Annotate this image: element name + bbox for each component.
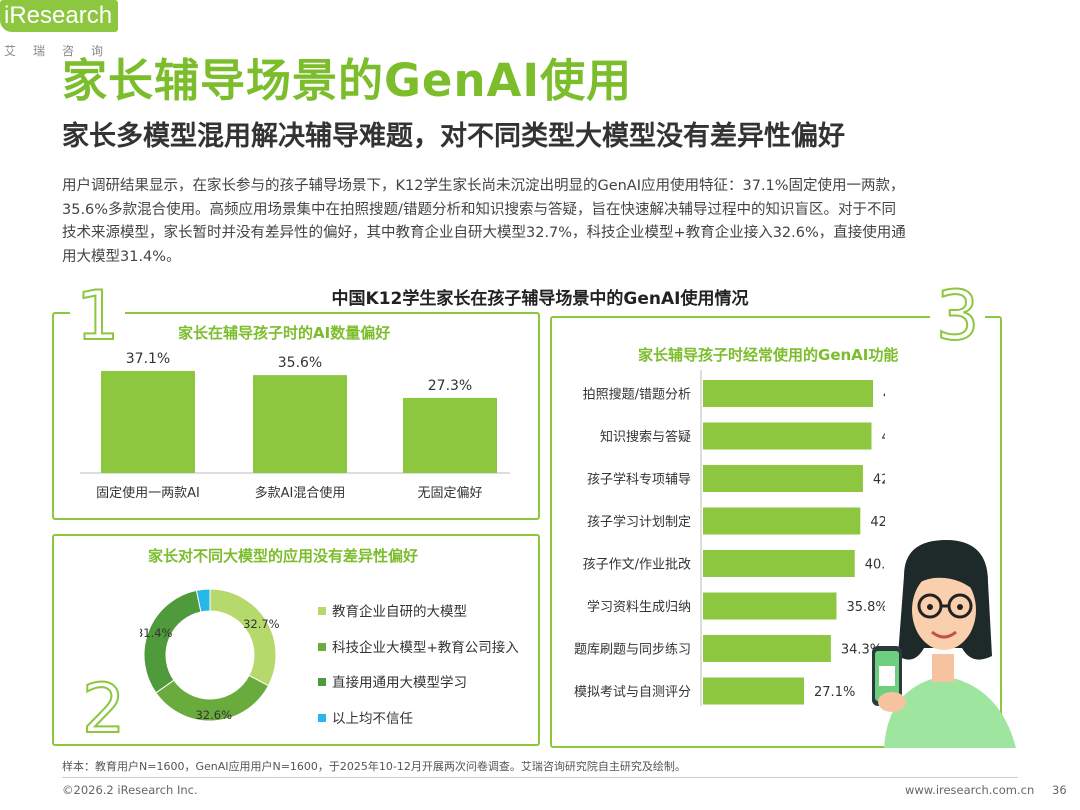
legend-swatch [318, 607, 326, 615]
legend-item: 教育企业自研的大模型 [318, 600, 467, 620]
category-label: 无固定偏好 [417, 486, 482, 501]
model-preference-donut: 32.7% 32.6% 31.4% [140, 588, 280, 722]
copyright: ©2026.2 iResearch Inc. [62, 783, 198, 797]
legend-item: 以上均不信任 [318, 707, 413, 727]
bar [253, 375, 347, 473]
footer-divider [62, 777, 1018, 778]
legend-label: 以上均不信任 [332, 711, 413, 727]
chart-main-title: 中国K12学生家长在孩子辅导场景中的GenAI使用情况 [331, 289, 749, 309]
panel-number-2: 2 [76, 675, 132, 745]
bar [703, 677, 805, 705]
data-label: 37.1% [126, 351, 170, 367]
data-label: 35.6% [278, 355, 322, 371]
panel-model-preference [52, 534, 540, 746]
category-label: 知识搜索与答疑 [600, 429, 691, 445]
data-label: 45.2% [882, 430, 885, 445]
category-label: 孩子学习计划制定 [587, 514, 691, 530]
data-label: 27.3% [428, 378, 472, 394]
legend-swatch [318, 643, 326, 651]
category-label: 孩子学科专项辅导 [587, 472, 691, 488]
data-label: 27.1% [814, 685, 855, 700]
category-label: 模拟考试与自测评分 [574, 685, 691, 700]
slice-label: 31.4% [140, 626, 173, 640]
category-label: 拍照搜题/错题分析 [583, 388, 691, 403]
category-label: 固定使用一两款AI [96, 485, 200, 501]
footnote: 样本：教育用户N=1600，GenAI应用用户N=1600，于2025年10-1… [62, 760, 686, 773]
panel-number-3: 3 [930, 282, 986, 352]
category-label: 学习资料生成归纳 [587, 599, 691, 615]
panel-number-1: 1 [70, 282, 126, 352]
legend-item: 直接用通用大模型学习 [318, 671, 467, 691]
legend-label: 教育企业自研的大模型 [332, 604, 467, 620]
bar [703, 550, 855, 577]
bar [703, 507, 861, 535]
bar [703, 635, 831, 662]
data-label: 42.2% [870, 515, 885, 530]
donut-slice [143, 589, 202, 694]
donut-slice [195, 588, 211, 613]
data-label: 42.9% [873, 473, 885, 488]
category-label: 多款AI混合使用 [255, 485, 346, 501]
panel2-title: 家长对不同大模型的应用没有差异性偏好 [148, 547, 419, 565]
page-subtitle: 家长多模型混用解决辅导难题，对不同类型大模型没有差异性偏好 [62, 121, 845, 152]
slice-label: 32.7% [243, 617, 280, 631]
website-link[interactable]: www.iresearch.com.cn [905, 783, 1035, 797]
iresearch-logo: iResearch 艾瑞咨询 [0, 0, 119, 62]
category-label: 题库刷题与同步练习 [574, 642, 691, 658]
slice-label: 32.6% [195, 708, 232, 722]
bar [703, 592, 837, 620]
page-title: 家长辅导场景的GenAI使用 [62, 54, 633, 107]
logo-word: iResearch [0, 0, 119, 32]
panel-ai-count [52, 312, 540, 520]
category-label: 孩子作文/作业批改 [583, 558, 691, 573]
page-number: 36 [1052, 783, 1067, 797]
intro-line: 用户调研结果显示，在家长参与的孩子辅导场景下，K12学生家长尚未沉淀出明显的Ge… [62, 178, 905, 194]
legend-item: 科技企业大模型+教育公司接入 [318, 636, 519, 656]
bar [101, 370, 195, 473]
data-label: 35.8% [846, 600, 885, 615]
bar [703, 465, 863, 492]
ai-count-bar-chart: 37.1% 固定使用一两款AI 35.6% 多款AI混合使用 27.3% 无固定偏好 [80, 351, 510, 501]
intro-line: 35.6%多款混合使用。高频应用场景集中在拍照搜题/错题分析和知识搜索与答疑，旨… [62, 201, 896, 218]
donut-slice [209, 588, 277, 687]
intro-line: 技术来源模型，家长暂时并没有差异性的偏好，其中教育企业自研大模型32.7%，科技… [62, 225, 906, 241]
panel-functions [550, 316, 1002, 748]
intro-line: 用大模型31.4%。 [62, 248, 181, 265]
intro-paragraph: 用户调研结果显示，在家长参与的孩子辅导场景下，K12学生家长尚未沉淀出明显的Ge… [62, 175, 1022, 269]
bar [403, 397, 497, 473]
bar [703, 422, 872, 450]
legend-label: 科技企业大模型+教育公司接入 [332, 640, 519, 656]
bar [703, 380, 873, 407]
panel1-title: 家长在辅导孩子时的AI数量偏好 [178, 324, 391, 342]
legend-label: 直接用通用大模型学习 [332, 675, 467, 691]
legend-swatch [318, 714, 326, 722]
functions-bar-chart: 拍照搜题/错题分析 45.6% 知识搜索与答疑 45.2% 孩子学科专项辅导 42.9% 孩… [574, 370, 885, 706]
panel3-title: 家长辅导孩子时经常使用的GenAI功能 [638, 346, 899, 364]
data-label: 45.6% [883, 388, 885, 403]
data-label: 40.7% [865, 558, 885, 573]
legend-swatch [318, 678, 326, 686]
logo-cn: 艾瑞咨询 [4, 44, 121, 58]
data-label: 34.3% [841, 643, 882, 658]
woman-with-phone-illustration [872, 540, 1016, 748]
